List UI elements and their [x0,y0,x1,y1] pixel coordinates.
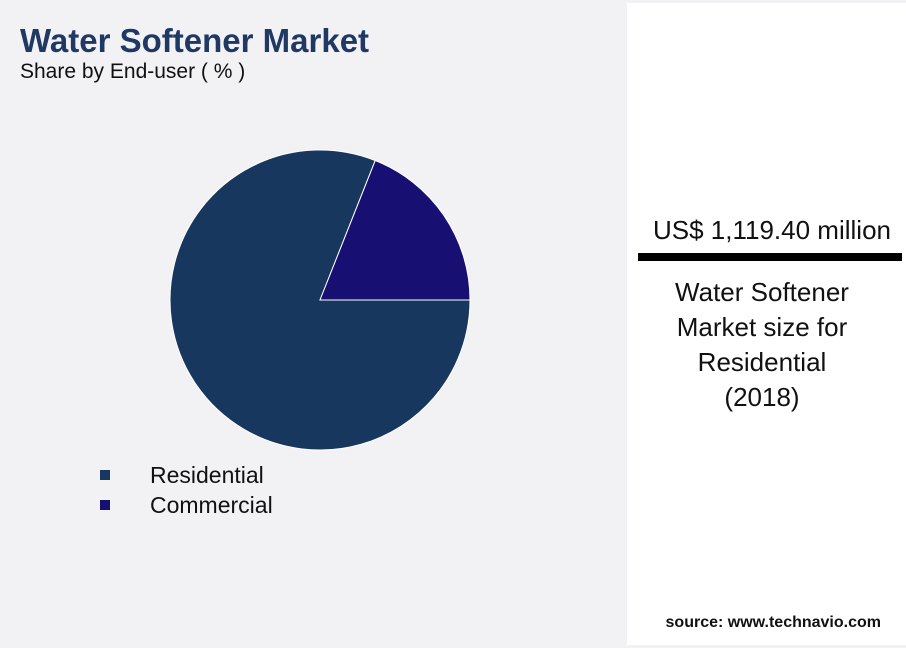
chart-title: Water Softener Market [20,22,370,59]
legend: Residential Commercial [100,460,273,520]
legend-swatch [100,470,110,480]
source: source: www.technavio.com [665,614,881,631]
legend-item: Residential [100,460,273,490]
legend-label: Commercial [150,491,273,518]
legend-swatch [100,500,110,510]
chart-subtitle: Share by End-user ( % ) [20,60,246,83]
chart [169,149,471,451]
info-panel: US$ 1,119.40 million Water Softener Mark… [627,3,906,645]
legend-item: Commercial [100,490,273,520]
market-size: US$ 1,119.40 million [653,215,891,245]
divider [638,253,902,261]
legend-label: Residential [150,461,264,488]
market-size-label: Water Softener Market size for Residenti… [675,277,849,412]
pie-slice [319,159,471,301]
